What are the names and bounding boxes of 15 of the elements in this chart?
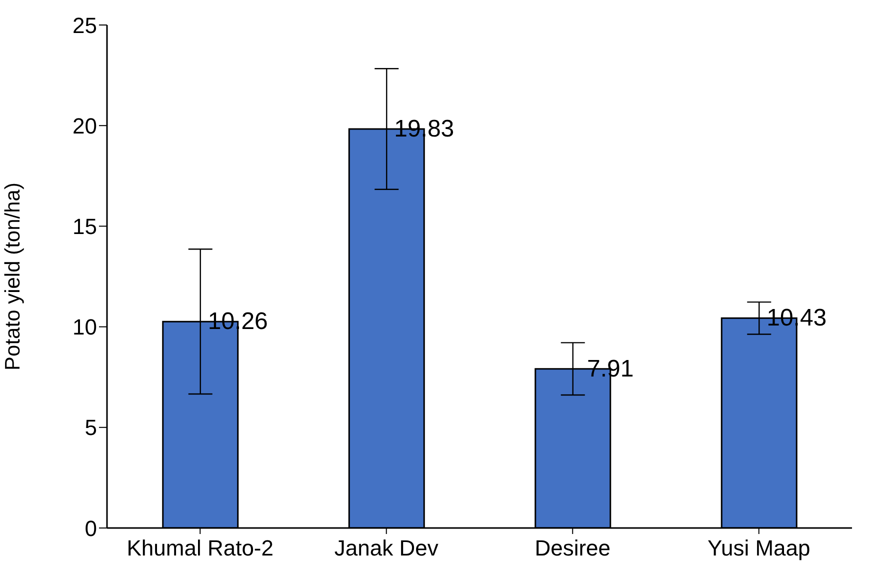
data-label: 10.26 <box>208 308 268 336</box>
data-label: 7.91 <box>587 355 634 382</box>
y-tick-label: 5 <box>84 415 97 440</box>
x-tick-label: Janak Dev <box>334 536 438 561</box>
y-tick-label: 0 <box>84 516 97 541</box>
y-tick-label: 15 <box>72 214 97 240</box>
x-tick-label: Desiree <box>534 536 611 561</box>
data-label: 19.83 <box>394 116 454 143</box>
data-label: 10.43 <box>766 304 827 332</box>
x-tick-label: Yusi Maap <box>708 536 810 561</box>
y-tick-label: 25 <box>72 12 97 38</box>
x-tick-label: Khumal Rato-2 <box>126 536 274 561</box>
y-tick-label: 10 <box>72 314 97 340</box>
y-tick-label: 20 <box>72 113 97 138</box>
y-axis-title: Potato yield (ton/ha) <box>1 182 24 370</box>
